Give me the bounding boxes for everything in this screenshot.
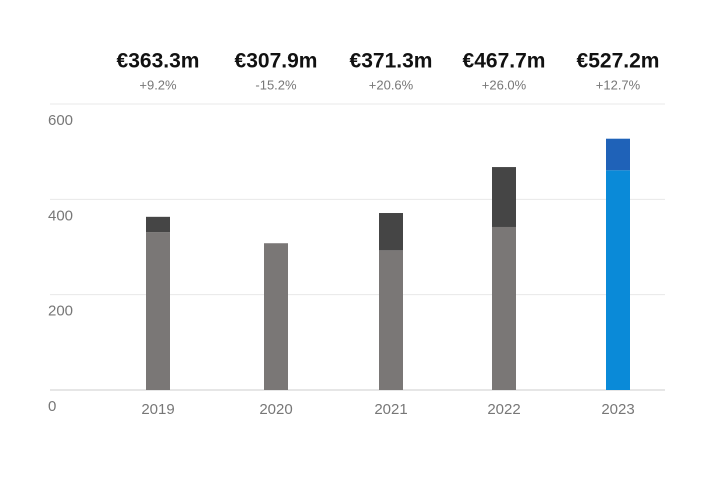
y-tick-label: 600 xyxy=(48,112,73,129)
bar-segment xyxy=(146,216,170,233)
x-tick-label: 2022 xyxy=(487,401,520,418)
x-tick-label: 2019 xyxy=(141,401,174,418)
bar-segment xyxy=(264,243,288,390)
y-tick-label: 200 xyxy=(48,303,73,320)
bar-segment xyxy=(379,213,403,251)
change-label: -15.2% xyxy=(255,77,297,92)
x-tick-label: 2021 xyxy=(374,401,407,418)
change-label: +20.6% xyxy=(369,77,414,92)
total-label: €467.7m xyxy=(463,50,546,73)
total-label: €527.2m xyxy=(577,50,660,73)
x-tick-label: 2020 xyxy=(259,401,292,418)
bar-segment xyxy=(146,232,170,390)
total-label: €363.3m xyxy=(117,50,200,73)
change-label: +26.0% xyxy=(482,77,527,92)
bar-segment xyxy=(379,250,403,390)
x-tick-label: 2023 xyxy=(601,401,634,418)
total-label: €371.3m xyxy=(350,50,433,73)
bar-segment xyxy=(606,138,630,171)
bar-segment xyxy=(606,170,630,390)
bar-segment xyxy=(492,167,516,227)
bar-segment xyxy=(492,226,516,390)
y-tick-label: 400 xyxy=(48,207,73,224)
change-label: +9.2% xyxy=(139,77,177,92)
change-label: +12.7% xyxy=(596,77,641,92)
y-tick-label: 0 xyxy=(48,398,56,415)
total-label: €307.9m xyxy=(235,50,318,73)
